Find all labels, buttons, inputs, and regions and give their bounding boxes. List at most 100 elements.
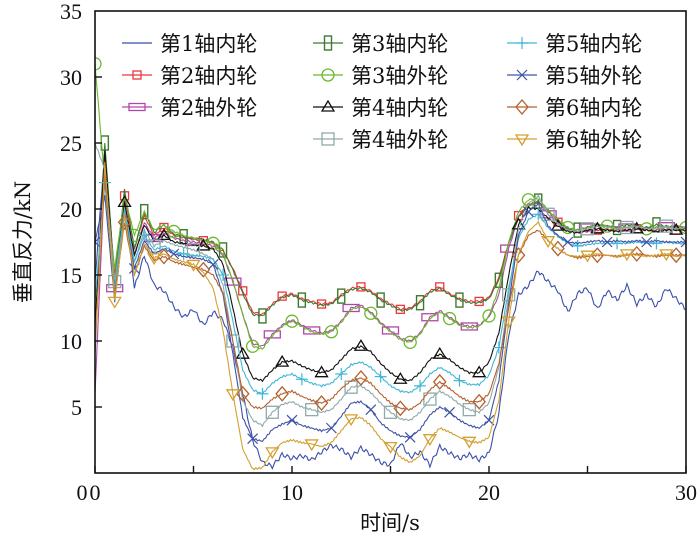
series-line	[95, 195, 686, 443]
data-point	[629, 245, 644, 262]
y-tick-label: 10	[60, 329, 82, 354]
data-point	[245, 339, 260, 353]
y-tick-label: 20	[60, 197, 82, 222]
data-point	[415, 295, 425, 311]
data-point	[551, 240, 565, 257]
data-point	[381, 326, 400, 335]
data-point	[403, 335, 417, 349]
data-point	[659, 219, 673, 233]
x-tick-label: 20	[478, 480, 500, 505]
data-point	[314, 365, 329, 378]
y-tick-label: 15	[60, 263, 82, 288]
data-point	[337, 288, 346, 304]
data-point	[501, 316, 516, 329]
legend-item: 第2轴内轮	[122, 64, 257, 88]
data-point	[285, 314, 299, 328]
series-9	[95, 195, 686, 445]
data-point	[511, 247, 526, 264]
legend-label: 第5轴外轮	[545, 64, 642, 88]
series-line	[95, 168, 686, 394]
data-point	[186, 259, 201, 272]
data-point	[641, 236, 653, 248]
data-point	[343, 414, 359, 427]
data-point	[353, 339, 369, 351]
data-point	[629, 221, 644, 234]
data-point	[146, 253, 162, 266]
data-point	[303, 326, 321, 335]
legend-marker	[516, 69, 528, 81]
data-point	[590, 221, 605, 234]
legend-label: 第3轴内轮	[351, 32, 448, 56]
data-point	[472, 393, 487, 410]
data-point	[460, 322, 478, 331]
data-point	[304, 439, 319, 452]
data-point	[238, 286, 248, 296]
series-line	[95, 142, 686, 428]
data-point	[247, 433, 259, 445]
legend-label: 第2轴外轮	[160, 96, 257, 120]
series-line	[95, 150, 686, 383]
legend-item: 第6轴内轮	[507, 96, 642, 120]
series-11	[95, 162, 686, 471]
x-tick-label: 0	[90, 480, 101, 505]
data-point	[196, 238, 211, 251]
series-line	[95, 148, 686, 471]
legend-item: 第4轴内轮	[313, 96, 448, 120]
data-point	[156, 228, 172, 241]
legend-label: 第4轴外轮	[351, 128, 448, 152]
series-line	[95, 63, 686, 350]
data-point	[393, 372, 408, 384]
data-point	[265, 405, 279, 419]
data-point	[580, 250, 595, 263]
series-8	[95, 176, 686, 400]
legend-item: 第1轴内轮	[122, 32, 257, 56]
legend-item: 第4轴外轮	[313, 128, 448, 152]
data-point	[297, 292, 307, 308]
y-tick-label-zero: 0	[77, 480, 88, 505]
data-point	[95, 241, 101, 248]
legend-marker	[320, 99, 336, 112]
data-point	[342, 303, 360, 313]
data-point	[383, 405, 398, 419]
data-point	[590, 247, 605, 264]
legend-item: 第5轴内轮	[507, 32, 642, 56]
data-point	[235, 385, 250, 402]
legend-item: 第6轴外轮	[507, 128, 642, 152]
data-point	[225, 389, 241, 402]
data-point	[265, 447, 280, 460]
data-point	[117, 214, 132, 231]
data-point	[404, 431, 416, 443]
data-point	[356, 282, 366, 292]
series-3	[95, 168, 686, 394]
legend-marker	[515, 99, 529, 115]
data-point	[383, 441, 398, 454]
data-point	[275, 385, 290, 402]
legend-marker	[128, 102, 146, 112]
data-point	[462, 402, 476, 417]
series-line	[95, 175, 686, 412]
y-tick-label: 5	[71, 395, 82, 420]
legend-label: 第4轴内轮	[351, 96, 448, 120]
data-point	[444, 406, 456, 418]
data-point	[286, 414, 298, 426]
data-point	[207, 259, 219, 270]
legend-label: 第1轴内轮	[160, 32, 257, 56]
data-point	[679, 220, 686, 235]
series-10	[95, 175, 686, 417]
y-axis-title: 垂直反力/kN	[11, 181, 35, 303]
legend-item: 第3轴内轮	[313, 32, 448, 56]
data-point	[196, 261, 211, 278]
legend-item: 第2轴外轮	[122, 96, 257, 120]
legend-label: 第2轴内轮	[160, 64, 257, 88]
legend-marker	[323, 35, 333, 51]
legend-item: 第3轴外轮	[313, 64, 448, 88]
legend-item: 第5轴外轮	[507, 64, 642, 88]
data-point	[522, 206, 534, 218]
series-line	[95, 162, 686, 471]
legend-label: 第6轴外轮	[545, 128, 642, 152]
data-point	[107, 296, 122, 309]
data-point	[482, 309, 496, 323]
legend-label: 第3轴外轮	[351, 64, 448, 88]
legend-label: 第5轴内轮	[545, 32, 642, 56]
legend-marker	[514, 134, 530, 147]
